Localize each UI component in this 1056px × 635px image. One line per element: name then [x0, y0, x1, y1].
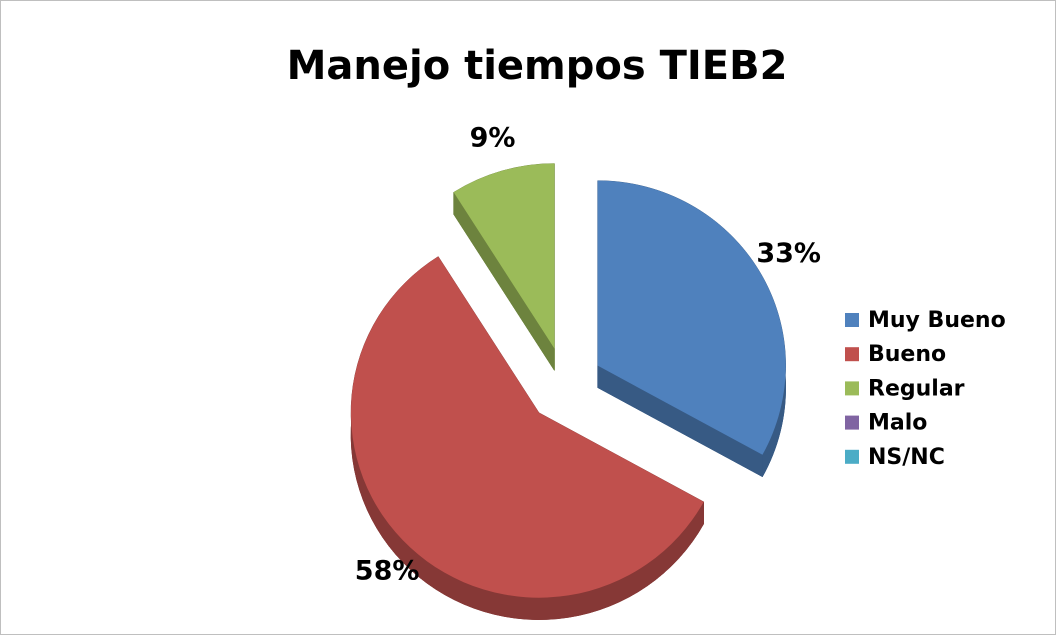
pie: 33% 58% 9% — [350, 122, 821, 620]
legend-swatch — [845, 449, 859, 464]
slice — [597, 180, 786, 455]
data-label: 33% — [756, 238, 821, 269]
legend-label: Regular — [868, 376, 965, 401]
data-label: 58% — [355, 555, 420, 586]
legend-label: Bueno — [868, 342, 946, 367]
slice — [453, 163, 555, 349]
legend-label: Muy Bueno — [868, 308, 1006, 333]
legend: Muy Bueno Bueno Regular Malo NS/NC — [845, 308, 1006, 470]
legend-swatch — [845, 347, 859, 362]
legend-label: NS/NC — [868, 445, 945, 470]
legend-swatch — [845, 313, 859, 327]
slice — [350, 256, 704, 598]
legend-swatch — [845, 381, 859, 396]
data-label: 9% — [470, 122, 516, 153]
legend-label: Malo — [868, 411, 927, 436]
chart-title: Manejo tiempos TIEB2 — [287, 43, 788, 89]
legend-swatch — [845, 415, 859, 430]
